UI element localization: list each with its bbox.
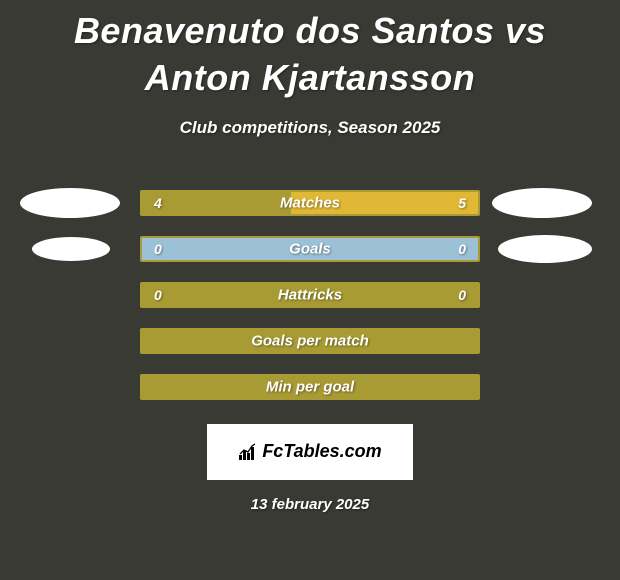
stat-label: Matches [280,194,340,211]
player-photo-left-small [32,237,110,261]
stat-bar: Goals per match [140,328,480,354]
bar-fill-left [142,192,291,214]
comparison-title: Benavenuto dos Santos vs Anton Kjartanss… [0,0,620,102]
stat-label: Goals per match [251,332,369,349]
stat-value-left: 0 [154,241,162,257]
subtitle: Club competitions, Season 2025 [0,118,620,138]
stat-value-right: 0 [458,287,466,303]
stat-value-left: 4 [154,195,162,211]
stat-row: Min per goal [10,364,610,410]
stat-value-right: 0 [458,241,466,257]
stat-value-right: 5 [458,195,466,211]
stat-row: Goals per match [10,318,610,364]
stat-row: 0 0 Goals [10,226,610,272]
stat-row: 0 0 Hattricks [10,272,610,318]
stat-label: Min per goal [266,378,354,395]
logo-text: FcTables.com [262,441,381,462]
stat-bar: 0 0 Hattricks [140,282,480,308]
player-photo-left [20,188,120,218]
stat-bar: Min per goal [140,374,480,400]
chart-icon [238,443,258,461]
player-photo-right [492,188,592,218]
footer-logo-box: FcTables.com [207,424,413,480]
stat-label: Goals [289,240,331,257]
player-photo-right-small [498,235,592,263]
stats-chart: 4 5 Matches 0 0 Goals 0 0 Hattricks Goals per mat… [0,180,620,410]
stat-label: Hattricks [278,286,342,303]
stat-value-left: 0 [154,287,162,303]
stat-bar: 0 0 Goals [140,236,480,262]
date: 13 february 2025 [0,496,620,513]
stat-bar: 4 5 Matches [140,190,480,216]
stat-row: 4 5 Matches [10,180,610,226]
